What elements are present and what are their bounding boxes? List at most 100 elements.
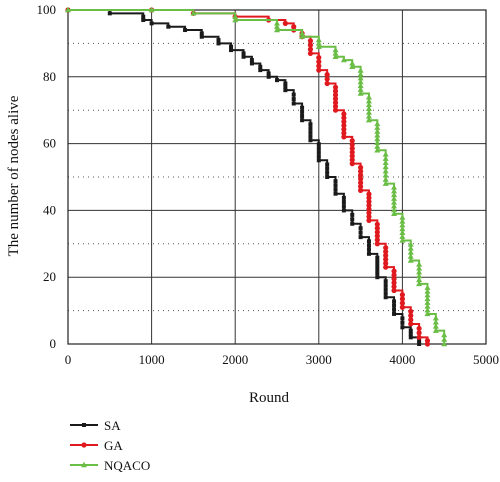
data-point [407, 245, 414, 251]
data-point [229, 44, 234, 49]
data-point [374, 233, 380, 239]
data-point [416, 325, 422, 332]
data-point [349, 161, 355, 167]
legend-label: SA [104, 418, 121, 433]
data-point [341, 204, 346, 209]
data-point [382, 163, 389, 170]
data-point [358, 172, 364, 178]
data-point [166, 24, 171, 29]
data-point [365, 117, 372, 123]
data-point [424, 288, 431, 294]
x-tick-label: 1000 [139, 352, 165, 367]
data-point [424, 284, 431, 290]
data-point [365, 113, 372, 119]
data-point [383, 260, 389, 266]
data-point [392, 299, 397, 304]
data-point [316, 63, 322, 69]
data-point [391, 210, 398, 216]
data-point [365, 97, 372, 104]
data-point [308, 126, 313, 131]
data-point [216, 38, 221, 43]
data-point [408, 328, 413, 333]
data-point [275, 78, 279, 83]
data-point [340, 56, 347, 63]
x-tick-label: 4000 [389, 352, 415, 367]
data-point [391, 187, 398, 194]
series-layer [65, 6, 448, 347]
data-point [300, 109, 305, 114]
data-point [316, 154, 321, 159]
data-point [333, 183, 338, 188]
data-point [341, 126, 347, 132]
data-point [358, 180, 364, 186]
data-point [358, 230, 363, 235]
legend-label: NQACO [104, 458, 150, 473]
data-point [441, 336, 448, 342]
legend-label: GA [104, 438, 123, 453]
data-point [366, 239, 371, 244]
data-point [333, 191, 338, 196]
data-point [358, 183, 364, 190]
data-point [307, 38, 314, 44]
data-point [391, 284, 397, 290]
y-tick-label: 0 [50, 336, 57, 351]
data-point [341, 130, 347, 136]
y-axis-label: The number of nodes alive [6, 95, 22, 256]
data-point [316, 150, 321, 155]
data-point [358, 164, 364, 171]
data-point [357, 71, 364, 77]
data-point [357, 67, 364, 73]
data-point [374, 221, 380, 227]
data-point [432, 323, 439, 329]
data-point [382, 155, 389, 161]
data-point [399, 214, 406, 220]
data-point [391, 276, 397, 282]
data-point [366, 247, 371, 252]
data-point [366, 210, 372, 216]
data-point [291, 97, 296, 102]
data-point [283, 84, 288, 89]
data-point [299, 33, 306, 39]
data-point [357, 75, 364, 81]
data-point [416, 272, 423, 279]
data-point [400, 316, 405, 321]
data-point [274, 26, 280, 33]
data-point [365, 105, 372, 111]
data-point [382, 151, 389, 157]
data-point [341, 111, 347, 117]
data-point [399, 296, 405, 302]
data-point [399, 237, 406, 243]
series-ga [65, 7, 431, 347]
data-point [291, 92, 296, 97]
data-point [349, 141, 355, 148]
data-point [424, 291, 431, 298]
data-point [365, 109, 372, 115]
data-point [416, 330, 422, 336]
data-point [349, 153, 355, 159]
data-point [249, 61, 254, 66]
data-point [432, 314, 439, 321]
data-point [65, 6, 71, 13]
data-point [374, 225, 380, 231]
data-point [374, 139, 381, 145]
data-point [408, 321, 414, 327]
data-point [300, 118, 305, 123]
data-point [324, 80, 330, 87]
data-point [325, 162, 330, 167]
data-point [407, 241, 414, 247]
data-point [350, 217, 355, 222]
data-point [315, 40, 322, 46]
series-sa [66, 8, 422, 346]
data-point [258, 68, 263, 73]
data-point [316, 142, 321, 147]
data-point [333, 179, 338, 184]
data-point [407, 257, 414, 263]
data-point [357, 90, 364, 96]
data-point [375, 263, 380, 268]
data-point [399, 221, 406, 228]
data-point [358, 168, 364, 174]
data-point [399, 292, 405, 298]
data-point [374, 229, 380, 235]
x-tick-label: 0 [65, 352, 72, 367]
